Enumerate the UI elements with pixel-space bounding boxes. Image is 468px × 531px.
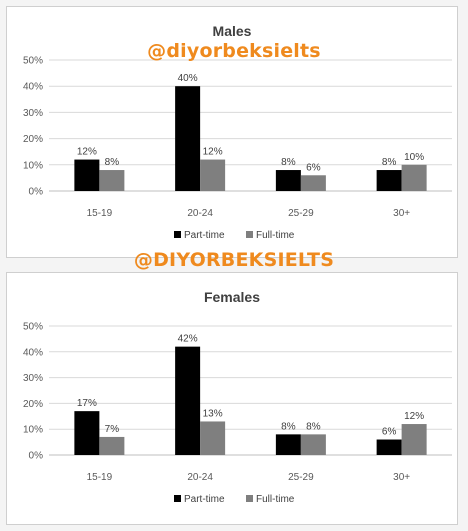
females-category-label: 20-24: [187, 472, 213, 483]
males-legend-swatch: [246, 231, 253, 238]
watermark-top: @diyorbeksielts: [147, 40, 321, 62]
females-y-tick-label: 20%: [23, 399, 43, 410]
males-bar-part-time-25-29: [275, 170, 301, 191]
females-data-label: 8%: [281, 421, 296, 432]
females-category-label: 30+: [393, 472, 410, 483]
males-legend-label: Part-time: [184, 230, 225, 241]
males-category-label: 20-24: [187, 208, 213, 219]
watermark-middle: @DIYORBEKSIELTS: [133, 249, 335, 271]
males-data-label: 12%: [77, 147, 97, 158]
males-bar-part-time-20-24: [175, 86, 201, 191]
females-chart-title: Females: [204, 289, 260, 305]
females-y-tick-label: 0%: [29, 451, 44, 462]
males-y-tick-label: 30%: [23, 108, 43, 119]
males-y-tick-label: 50%: [23, 56, 43, 67]
males-y-tick-label: 20%: [23, 134, 43, 145]
males-data-label: 12%: [203, 147, 223, 158]
females-data-label: 12%: [404, 411, 424, 422]
males-category-label: 25-29: [288, 208, 314, 219]
males-bar-full-time-20-24: [200, 159, 226, 191]
females-bar-full-time-25-29: [300, 434, 326, 455]
males-legend-label: Full-time: [256, 230, 295, 241]
females-bar-full-time-30+: [401, 424, 427, 455]
females-category-label: 15-19: [87, 472, 113, 483]
males-data-label: 10%: [404, 152, 424, 163]
females-data-label: 7%: [105, 424, 120, 435]
females-y-tick-label: 30%: [23, 373, 43, 384]
males-category-label: 30+: [393, 208, 410, 219]
males-bar-full-time-25-29: [300, 175, 326, 191]
males-bar-full-time-15-19: [99, 170, 125, 191]
females-bar-part-time-20-24: [175, 346, 201, 455]
females-legend-label: Full-time: [256, 494, 295, 505]
males-chart-title: Males: [213, 23, 252, 39]
females-legend-label: Part-time: [184, 494, 225, 505]
males-chart: Males 0% 10% 20% 30% 40% 50% 12% 8% 15-19 40% 12% 20…: [23, 23, 452, 241]
males-bar-full-time-30+: [401, 164, 427, 191]
males-data-label: 8%: [105, 157, 120, 168]
females-chart: Females 0% 10% 20% 30% 40% 50% 17% 7% 15-19 42% 13%…: [23, 289, 452, 505]
females-bar-full-time-15-19: [99, 436, 125, 455]
females-bar-part-time-25-29: [275, 434, 301, 455]
males-data-label: 6%: [306, 162, 321, 173]
males-data-label: 8%: [281, 157, 296, 168]
females-bar-part-time-30+: [376, 439, 402, 455]
males-y-tick-label: 0%: [29, 187, 44, 198]
females-category-label: 25-29: [288, 472, 314, 483]
females-data-label: 6%: [382, 427, 397, 438]
males-data-label: 40%: [178, 73, 198, 84]
females-data-label: 17%: [77, 398, 97, 409]
females-y-tick-label: 40%: [23, 347, 43, 358]
females-bar-full-time-20-24: [200, 421, 226, 455]
males-y-tick-label: 10%: [23, 160, 43, 171]
females-data-label: 8%: [306, 421, 321, 432]
males-y-tick-label: 40%: [23, 82, 43, 93]
females-chart-panel: Females 0% 10% 20% 30% 40% 50% 17% 7% 15-19 42% 13%…: [6, 272, 458, 525]
males-chart-panel: Males 0% 10% 20% 30% 40% 50% 12% 8% 15-19 40% 12% 20…: [6, 6, 458, 258]
males-legend-swatch: [174, 231, 181, 238]
females-bar-part-time-15-19: [74, 411, 100, 455]
males-bar-part-time-15-19: [74, 159, 100, 191]
males-bar-part-time-30+: [376, 170, 402, 191]
females-data-label: 13%: [203, 408, 223, 419]
females-data-label: 42%: [178, 334, 198, 345]
females-legend-swatch: [246, 495, 253, 502]
females-legend-swatch: [174, 495, 181, 502]
females-y-tick-label: 50%: [23, 322, 43, 333]
males-data-label: 8%: [382, 157, 397, 168]
males-category-label: 15-19: [87, 208, 113, 219]
females-y-tick-label: 10%: [23, 425, 43, 436]
